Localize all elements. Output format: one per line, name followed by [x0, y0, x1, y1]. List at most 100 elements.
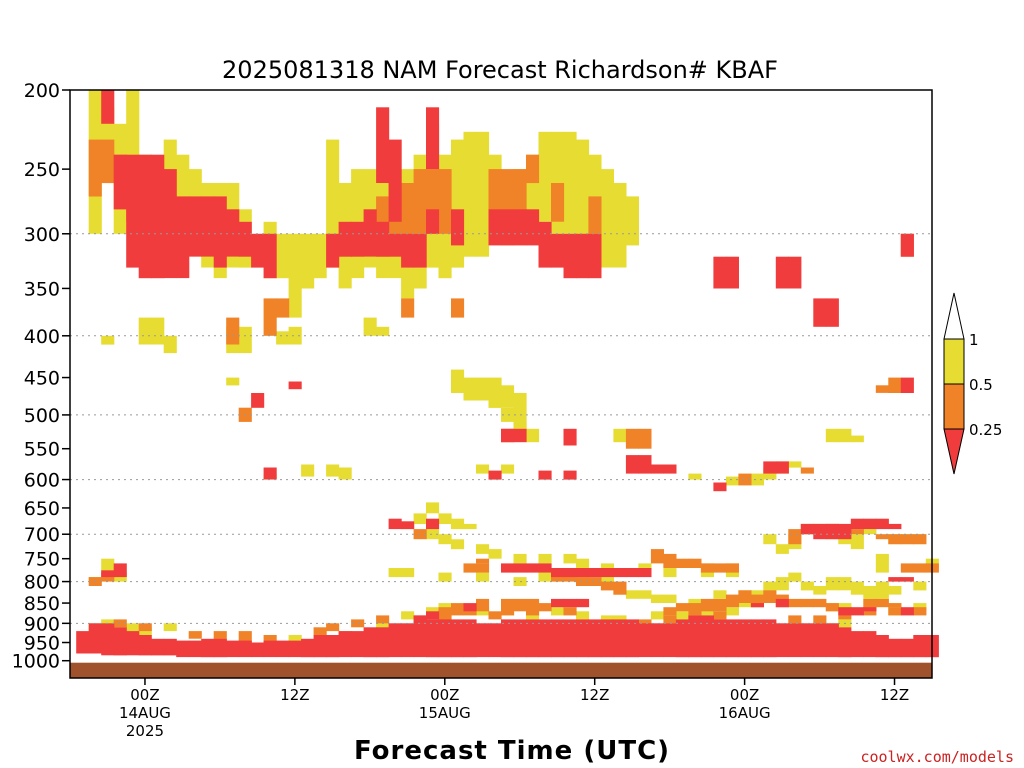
heatmap-cell — [750, 473, 764, 486]
watermark-text: coolwx.com/models — [860, 748, 1014, 766]
heatmap-cell — [401, 611, 415, 620]
x-tick-label: 00Z — [130, 686, 159, 704]
heatmap-cell — [251, 233, 265, 268]
heatmap-cell — [326, 233, 340, 268]
heatmap-cell — [850, 518, 864, 530]
heatmap-cell — [563, 553, 577, 564]
heatmap-cell — [463, 607, 477, 616]
heatmap-cell — [326, 623, 340, 632]
heatmap-cell — [763, 619, 777, 658]
heatmap-cell — [563, 619, 577, 658]
heatmap-cell — [838, 577, 852, 591]
heatmap-cell — [563, 131, 577, 234]
heatmap-cell — [401, 183, 415, 246]
heatmap-cell — [788, 615, 802, 624]
heatmap-cell — [513, 598, 527, 612]
heatmap-cell — [825, 428, 839, 443]
heatmap-cell — [775, 461, 789, 474]
heatmap-cell — [351, 619, 365, 628]
y-tick-label: 800 — [24, 572, 60, 594]
heatmap-cell — [376, 221, 390, 257]
colorbar-legend: 1 0.5 0.25 — [943, 292, 1002, 475]
heatmap-cell — [850, 529, 864, 535]
heatmap-cell — [613, 183, 627, 268]
heatmap-cell — [750, 603, 764, 608]
x-tick-label: 12Z — [880, 686, 909, 704]
heatmap-cell — [863, 607, 877, 612]
heatmap-cell — [663, 615, 677, 624]
heatmap-cell — [900, 534, 914, 545]
heatmap-cell — [588, 196, 602, 234]
heatmap-cell — [326, 464, 340, 477]
heatmap-cell — [513, 563, 527, 573]
heatmap-cell — [638, 623, 652, 658]
heatmap-cell — [788, 572, 802, 582]
y-tick-label: 350 — [24, 278, 60, 300]
heatmap-cell — [600, 568, 614, 578]
heatmap-cell — [800, 581, 814, 591]
heatmap-cell — [188, 631, 202, 639]
x-tick-label: 15AUG — [419, 704, 471, 722]
heatmap-cell — [675, 611, 689, 620]
heatmap-cell — [763, 534, 777, 545]
heatmap-cell — [101, 335, 115, 345]
heatmap-cell — [488, 209, 502, 246]
heatmap-cell — [900, 638, 914, 658]
heatmap-cell — [376, 623, 390, 632]
plot-frame — [69, 89, 933, 679]
heatmap-cell — [588, 619, 602, 658]
heatmap-cell — [513, 553, 527, 564]
heatmap-cell — [613, 581, 627, 595]
heatmap-cell — [650, 611, 664, 620]
heatmap-cell — [725, 607, 739, 616]
y-tick-label: 850 — [24, 593, 60, 615]
heatmap-cell — [163, 623, 177, 632]
y-tick-label: 250 — [24, 159, 60, 181]
heatmap-cell — [226, 377, 240, 386]
heatmap-cell — [713, 563, 727, 573]
heatmap-cell — [576, 139, 590, 246]
heatmap-cell — [126, 623, 140, 635]
heatmap-cell — [451, 619, 465, 658]
colorbar-label: 0.25 — [969, 421, 1002, 439]
heatmap-cell — [888, 534, 902, 545]
heatmap-cell — [513, 428, 527, 443]
heatmap-cell — [401, 623, 415, 658]
y-axis: 200 250 300 350 400 450 500 550 600 650 700 7508008… — [12, 80, 70, 673]
heatmap-cell — [738, 590, 752, 603]
heatmap-cell — [151, 154, 165, 279]
heatmap-cell — [263, 233, 277, 279]
ground-layer — [70, 662, 932, 678]
heatmap-cell — [401, 521, 415, 530]
heatmap-cell — [463, 131, 477, 257]
heatmap-cell — [526, 598, 540, 616]
heatmap-cell — [401, 298, 415, 318]
heatmap-cell — [563, 470, 577, 480]
heatmap-cell — [113, 563, 127, 578]
heatmap-cell — [638, 568, 652, 578]
heatmap-cell — [625, 428, 639, 449]
heatmap-cell — [650, 464, 664, 474]
heatmap-cell — [663, 464, 677, 474]
heatmap-cell — [113, 619, 127, 628]
x-tick-label: 00Z — [430, 686, 459, 704]
heatmap-cell — [576, 619, 590, 658]
heatmap-cell — [226, 640, 240, 658]
heatmap-cell — [501, 428, 515, 443]
heatmap-cell — [888, 577, 902, 582]
heatmap-cell — [775, 623, 789, 658]
heatmap-cell — [351, 631, 365, 658]
heatmap-cell — [426, 619, 440, 658]
heatmap-cell — [576, 598, 590, 608]
heatmap-cell — [163, 169, 177, 279]
heatmap-cell — [875, 534, 889, 540]
heatmap-cell — [875, 581, 889, 599]
heatmap-cell — [288, 233, 302, 318]
heatmap-cell — [426, 107, 440, 170]
heatmap-cell — [650, 549, 664, 564]
heatmap-cell — [176, 196, 190, 279]
heatmap-cell — [913, 534, 927, 545]
heatmap-cell — [138, 635, 152, 656]
heatmap-cell — [226, 317, 240, 345]
heatmap-cell — [438, 619, 452, 658]
